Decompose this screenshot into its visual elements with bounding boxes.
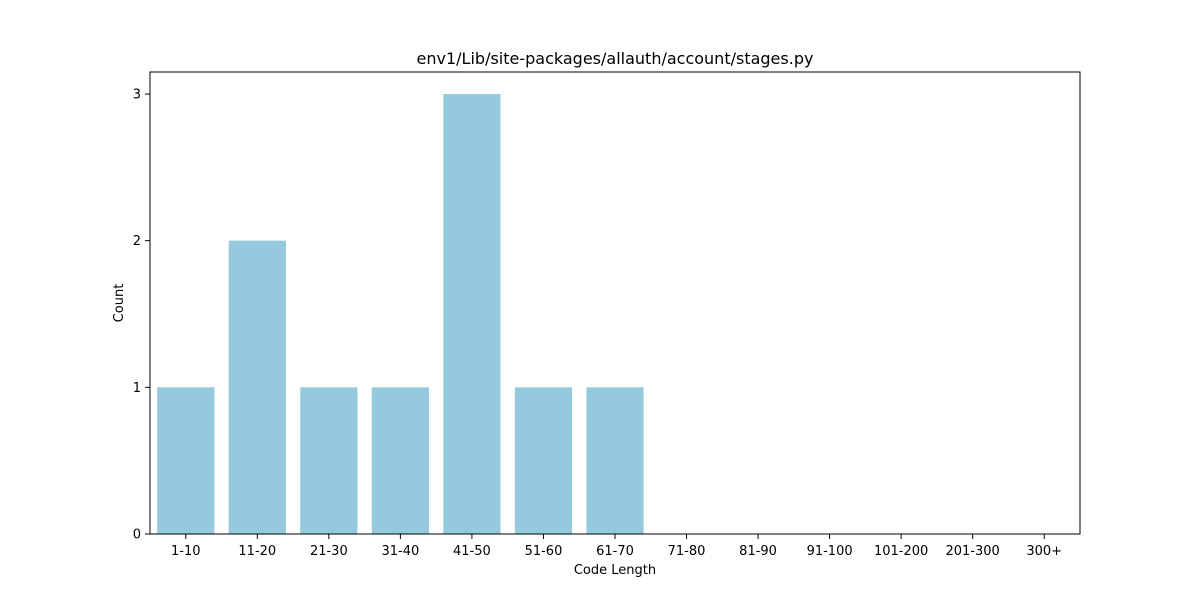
x-tick-label: 1-10 (171, 544, 201, 559)
x-tick-label: 71-80 (668, 544, 706, 559)
bar-51-60 (514, 387, 573, 534)
y-tick-label: 0 (133, 528, 141, 543)
x-tick-label: 61-70 (596, 544, 634, 559)
x-axis: 1-10 11-20 21-30 31-40 41-50 51-60 61-70 71-80 8… (171, 534, 1062, 559)
x-tick-label: 31-40 (381, 544, 419, 559)
x-tick-label: 300+ (1026, 544, 1062, 559)
bars-group (157, 94, 644, 534)
bar-31-40 (371, 387, 429, 534)
y-axis-label: Count (112, 284, 127, 323)
x-tick-label: 91-100 (807, 544, 853, 559)
x-tick-label: 41-50 (453, 544, 491, 559)
x-tick-label: 11-20 (238, 544, 276, 559)
bar-11-20 (228, 240, 286, 534)
y-tick-label: 3 (133, 88, 141, 103)
y-tick-label: 2 (133, 234, 141, 249)
x-tick-label: 201-300 (946, 544, 1000, 559)
bar-61-70 (586, 387, 644, 534)
x-axis-label: Code Length (574, 563, 656, 578)
x-tick-label: 21-30 (310, 544, 348, 559)
x-tick-label: 81-90 (739, 544, 777, 559)
bar-1-10 (157, 387, 215, 534)
y-tick-label: 1 (133, 381, 141, 396)
x-tick-label: 101-200 (874, 544, 928, 559)
x-tick-label: 51-60 (525, 544, 563, 559)
bar-21-30 (300, 387, 358, 534)
bar-41-50 (443, 94, 501, 534)
chart-title: env1/Lib/site-packages/allauth/account/s… (417, 49, 814, 68)
y-axis: 0 1 2 3 (133, 88, 150, 543)
